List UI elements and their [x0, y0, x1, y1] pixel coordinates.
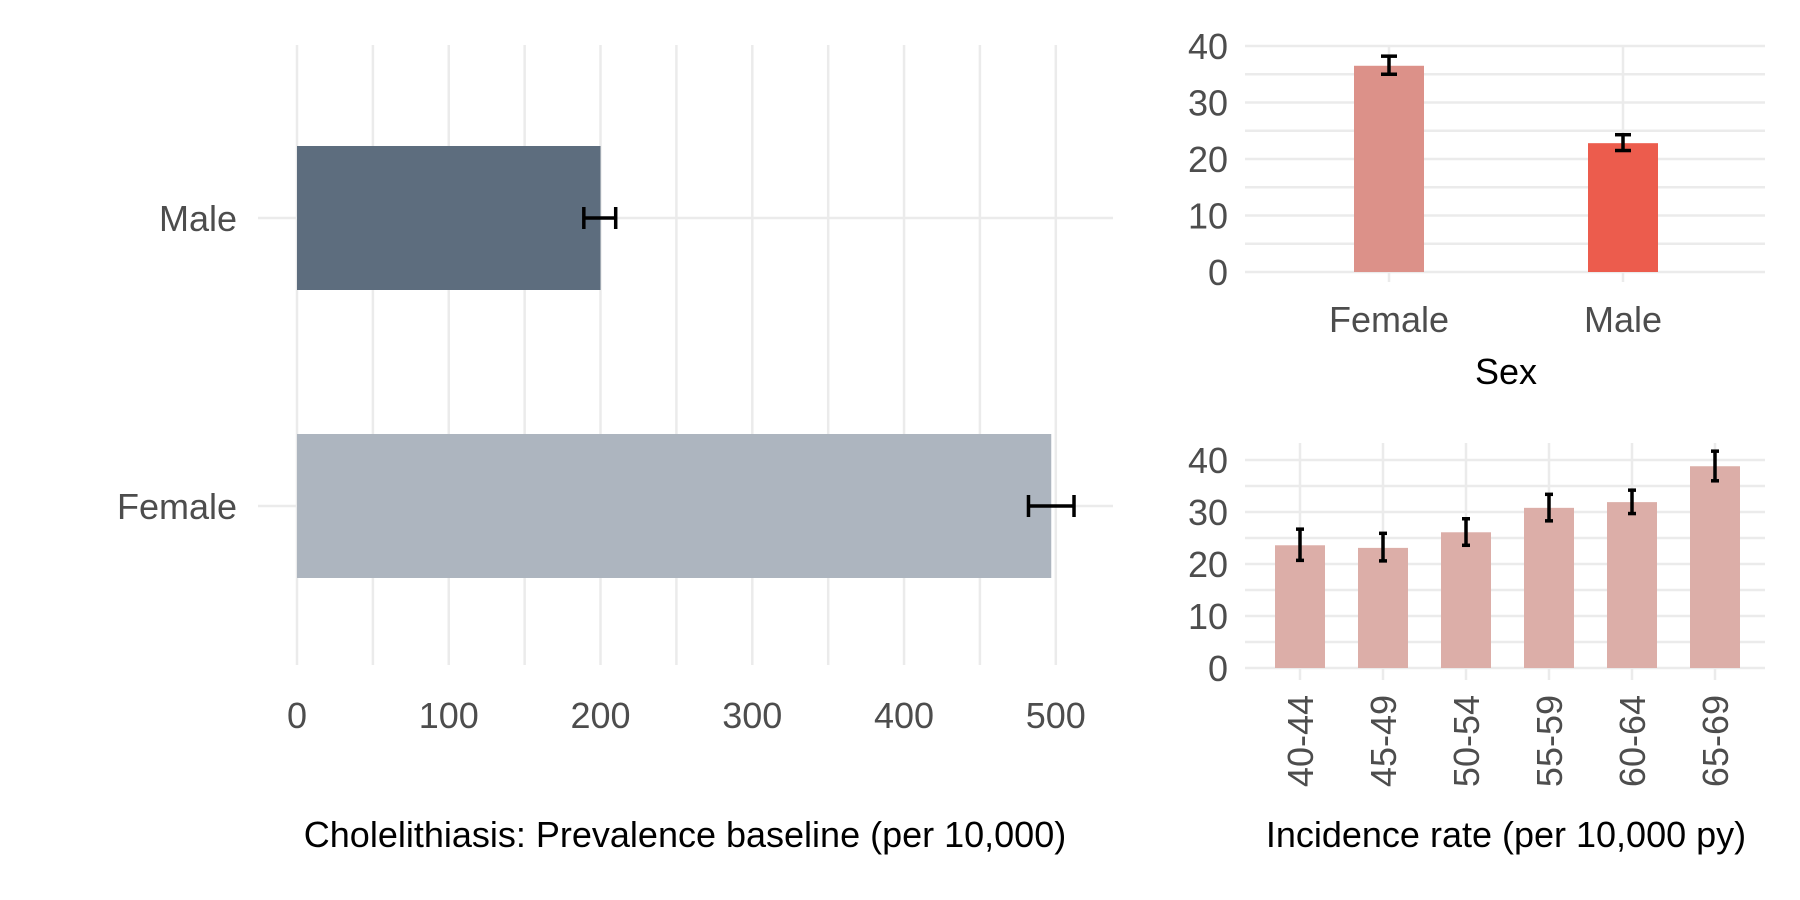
error-bar-female — [1026, 495, 1076, 517]
x-axis-title: Cholelithiasis: Prevalence baseline (per… — [304, 814, 1066, 855]
prevalence-panel: Male Female 0 100 200 300 400 500 Cholelithiasis… — [117, 45, 1113, 855]
bar-age-55-59 — [1524, 507, 1574, 668]
error-bar-age-50-54 — [1462, 517, 1470, 548]
y-tick-label: 40 — [1188, 26, 1228, 67]
error-bar-female — [1381, 54, 1397, 76]
incidence-by-age-panel: 40-44 45-49 50-54 55-59 60-64 65-69 0 10 20 30 40 I… — [1188, 440, 1765, 855]
bar-female — [1354, 65, 1424, 273]
error-bar-male — [582, 207, 618, 229]
x-tick-label: 200 — [570, 695, 630, 736]
x-tick-label: 60-64 — [1612, 695, 1653, 787]
y-tick-label: 0 — [1208, 252, 1228, 293]
error-bar-male — [1615, 132, 1631, 153]
y-tick-label: 30 — [1188, 83, 1228, 124]
error-bar-age-60-64 — [1628, 488, 1636, 516]
y-tick-label: 10 — [1188, 596, 1228, 637]
x-tick-label: 300 — [722, 695, 782, 736]
bar-female — [297, 434, 1052, 578]
bar-male — [1588, 143, 1658, 272]
y-tick-label: 40 — [1188, 440, 1228, 481]
x-tick-label: Male — [1584, 299, 1662, 340]
y-tick-label: 0 — [1208, 648, 1228, 689]
x-axis-title: Incidence rate (per 10,000 py) — [1266, 814, 1746, 855]
bar-age-60-64 — [1607, 502, 1657, 668]
bar-age-65-69 — [1690, 466, 1740, 668]
x-tick-label: 40-44 — [1280, 695, 1321, 787]
error-bar-age-45-49 — [1379, 531, 1387, 563]
y-tick-label: Male — [159, 198, 237, 239]
x-tick-label: Female — [1329, 299, 1449, 340]
x-axis-title: Sex — [1475, 351, 1537, 392]
x-tick-label: 55-59 — [1529, 695, 1570, 787]
x-tick-label: 500 — [1026, 695, 1086, 736]
incidence-by-sex-panel: Female Male 0 10 20 30 40 Sex — [1188, 26, 1765, 392]
bar-male — [297, 146, 601, 290]
error-bar-age-40-44 — [1296, 527, 1304, 563]
x-tick-label: 45-49 — [1363, 695, 1404, 787]
x-tick-label: 50-54 — [1446, 695, 1487, 787]
y-tick-label: 10 — [1188, 196, 1228, 237]
y-tick-label: 20 — [1188, 544, 1228, 585]
bar-age-45-49 — [1358, 547, 1408, 668]
y-tick-label: 20 — [1188, 139, 1228, 180]
bar-age-40-44 — [1275, 545, 1325, 668]
x-tick-label: 100 — [419, 695, 479, 736]
error-bar-age-55-59 — [1545, 492, 1553, 523]
x-tick-label: 65-69 — [1695, 695, 1736, 787]
error-bar-age-65-69 — [1711, 449, 1719, 483]
y-tick-label: 30 — [1188, 492, 1228, 533]
y-tick-label: Female — [117, 486, 237, 527]
x-tick-label: 400 — [874, 695, 934, 736]
bar-age-50-54 — [1441, 532, 1491, 668]
x-tick-label: 0 — [287, 695, 307, 736]
